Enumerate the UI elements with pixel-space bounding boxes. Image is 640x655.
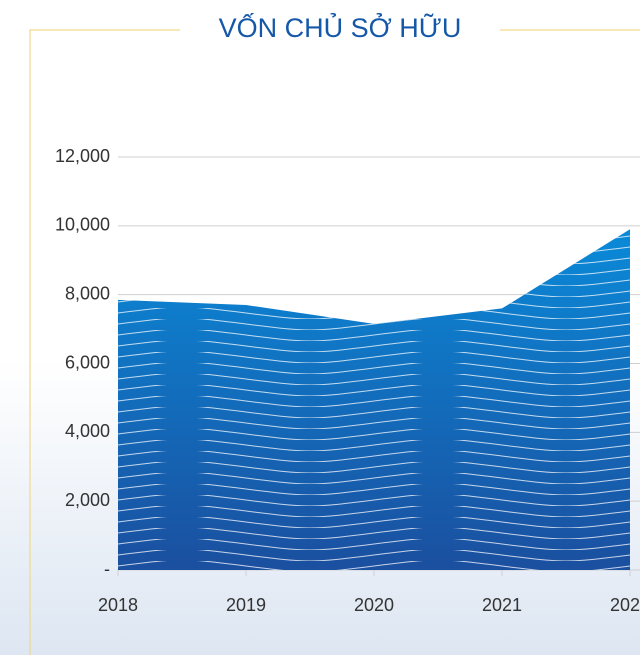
y-tick-label: 2,000 <box>65 490 110 510</box>
area-texture <box>118 229 630 570</box>
plot: - 2,000 4,000 6,000 8,000 10,000 12,000 2018 201… <box>55 146 640 615</box>
y-tick-label: 6,000 <box>65 352 110 372</box>
x-tick-label: 2021 <box>482 595 522 615</box>
y-tick-label: 12,000 <box>55 146 110 166</box>
y-tick-label: - <box>104 559 110 579</box>
x-tick-label: 2022 <box>610 595 640 615</box>
x-tick-label: 2020 <box>354 595 394 615</box>
frame <box>29 29 640 655</box>
y-tick-label: 10,000 <box>55 215 110 235</box>
chart-title: VỐN CHỦ SỞ HỮU <box>219 11 462 43</box>
x-tick-label: 2018 <box>98 595 138 615</box>
y-tick-label: 8,000 <box>65 283 110 303</box>
y-tick-label: 4,000 <box>65 421 110 441</box>
x-tick-label: 2019 <box>226 595 266 615</box>
